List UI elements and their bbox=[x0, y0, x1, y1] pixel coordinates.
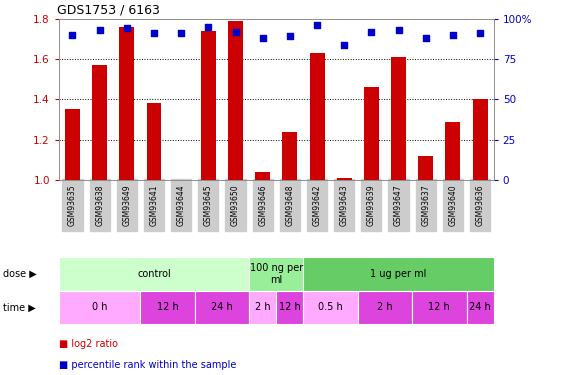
Point bbox=[122, 26, 131, 32]
Bar bbox=[92, 65, 107, 180]
Point bbox=[68, 32, 77, 38]
Point bbox=[231, 28, 240, 34]
Text: control: control bbox=[137, 269, 171, 279]
Text: 1 ug per ml: 1 ug per ml bbox=[370, 269, 427, 279]
Bar bbox=[249, 291, 276, 324]
Point bbox=[367, 28, 376, 34]
Bar bbox=[310, 53, 324, 180]
Point bbox=[258, 35, 267, 41]
Bar bbox=[472, 99, 488, 180]
Bar bbox=[146, 104, 162, 180]
Text: dose ▶: dose ▶ bbox=[3, 269, 36, 279]
Point bbox=[204, 24, 213, 30]
Bar bbox=[249, 257, 304, 291]
Bar bbox=[59, 257, 249, 291]
Bar bbox=[282, 132, 297, 180]
Text: 0 h: 0 h bbox=[92, 303, 107, 312]
Text: time ▶: time ▶ bbox=[3, 303, 35, 312]
Bar bbox=[140, 291, 195, 324]
Text: 2 h: 2 h bbox=[377, 303, 393, 312]
Bar bbox=[201, 31, 216, 180]
Point bbox=[177, 30, 186, 36]
Text: GDS1753 / 6163: GDS1753 / 6163 bbox=[57, 3, 160, 16]
Bar bbox=[412, 291, 467, 324]
Bar bbox=[391, 57, 406, 180]
Point bbox=[476, 30, 485, 36]
Point bbox=[95, 27, 104, 33]
Text: 12 h: 12 h bbox=[157, 303, 178, 312]
Bar bbox=[255, 172, 270, 180]
Bar bbox=[364, 87, 379, 180]
Bar bbox=[119, 27, 134, 180]
Text: ■ percentile rank within the sample: ■ percentile rank within the sample bbox=[59, 360, 236, 369]
Bar bbox=[276, 291, 304, 324]
Point bbox=[421, 35, 430, 41]
Bar bbox=[304, 257, 494, 291]
Text: 24 h: 24 h bbox=[469, 303, 491, 312]
Text: 2 h: 2 h bbox=[255, 303, 270, 312]
Text: ■ log2 ratio: ■ log2 ratio bbox=[59, 339, 118, 349]
Bar bbox=[228, 21, 243, 180]
Bar bbox=[419, 156, 433, 180]
Point bbox=[340, 42, 349, 48]
Bar bbox=[358, 291, 412, 324]
Text: 12 h: 12 h bbox=[279, 303, 301, 312]
Text: 24 h: 24 h bbox=[211, 303, 233, 312]
Point bbox=[286, 33, 295, 39]
Text: 100 ng per
ml: 100 ng per ml bbox=[250, 263, 303, 285]
Bar bbox=[195, 291, 249, 324]
Bar bbox=[467, 291, 494, 324]
Point bbox=[312, 22, 321, 28]
Bar bbox=[445, 122, 461, 180]
Bar bbox=[59, 291, 140, 324]
Bar bbox=[65, 110, 80, 180]
Bar bbox=[304, 291, 358, 324]
Text: 0.5 h: 0.5 h bbox=[318, 303, 343, 312]
Point bbox=[150, 30, 159, 36]
Bar bbox=[337, 178, 352, 180]
Point bbox=[448, 32, 457, 38]
Text: 12 h: 12 h bbox=[429, 303, 450, 312]
Point bbox=[394, 27, 403, 33]
